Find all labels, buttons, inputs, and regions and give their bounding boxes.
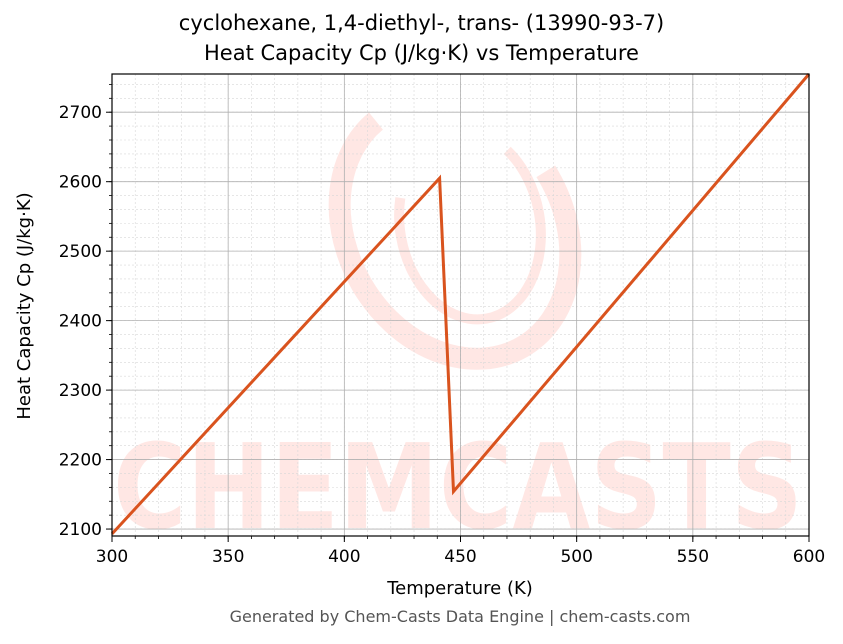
chart-subtitle: Heat Capacity Cp (J/kg·K) vs Temperature bbox=[204, 41, 639, 65]
chemcasts-watermark: CHEMCASTS bbox=[113, 90, 803, 556]
y-tick-label: 2500 bbox=[59, 242, 102, 262]
y-tick-label: 2100 bbox=[59, 520, 102, 540]
x-tick-label: 550 bbox=[677, 547, 709, 567]
x-tick-label: 400 bbox=[328, 547, 360, 567]
footer-credit: Generated by Chem-Casts Data Engine | ch… bbox=[229, 607, 691, 626]
x-tick-label: 600 bbox=[793, 547, 825, 567]
y-tick-label: 2300 bbox=[59, 381, 102, 401]
chart-title: cyclohexane, 1,4-diethyl-, trans- (13990… bbox=[178, 11, 665, 35]
y-tick-label: 2200 bbox=[59, 451, 102, 471]
series-layer bbox=[110, 73, 811, 535]
x-tick-label: 450 bbox=[444, 547, 476, 567]
axis-ticks bbox=[106, 84, 810, 542]
y-tick-label: 2700 bbox=[59, 103, 102, 123]
x-axis-label: Temperature (K) bbox=[386, 578, 533, 599]
major-grid bbox=[111, 74, 810, 536]
cp-series-line bbox=[110, 73, 811, 535]
x-tick-label: 300 bbox=[96, 547, 128, 567]
y-tick-label: 2600 bbox=[59, 173, 102, 193]
y-tick-labels: 2100 2200 2300 2400 2500 2600 2700 bbox=[59, 103, 102, 540]
x-tick-label: 350 bbox=[212, 547, 244, 567]
x-tick-labels: 300 350 400 450 500 550 600 bbox=[96, 547, 825, 567]
y-tick-label: 2400 bbox=[59, 312, 102, 332]
x-tick-label: 500 bbox=[560, 547, 592, 567]
y-axis-label: Heat Capacity Cp (J/kg·K) bbox=[14, 192, 35, 419]
